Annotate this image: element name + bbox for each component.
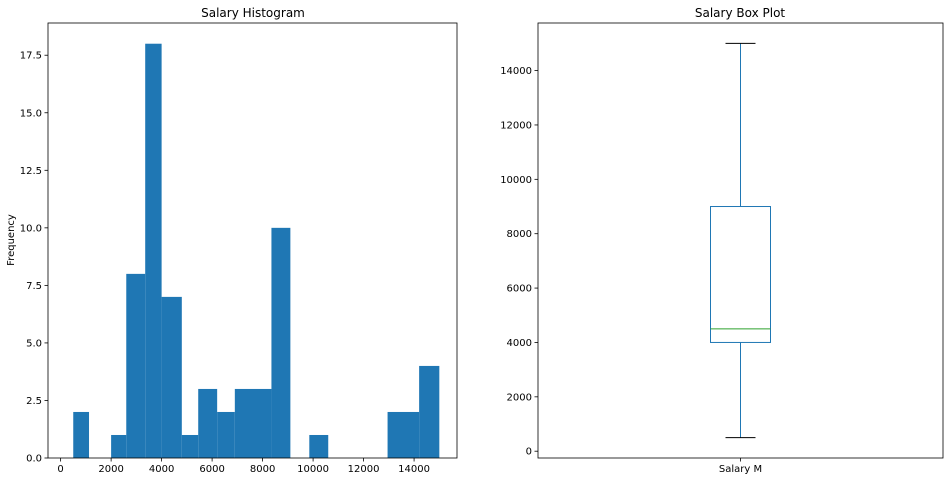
boxplot-y-tick-label: 4000 [507, 338, 532, 349]
histogram-y-tick-label: 0.0 [26, 454, 42, 465]
histogram-bar [271, 227, 291, 458]
histogram-bar [161, 296, 182, 458]
histogram-bar [309, 434, 329, 458]
histogram-x-tick-label: 12000 [348, 464, 380, 475]
histogram-bar [198, 388, 218, 458]
histogram-y-tick-label: 17.5 [20, 51, 42, 62]
histogram-frame [47, 22, 458, 459]
histogram-bar [181, 434, 199, 458]
boxplot-y-tick-label: 12000 [500, 120, 532, 131]
histogram-x-tick-label: 4000 [149, 464, 174, 475]
histogram-title: Salary Histogram [201, 6, 305, 20]
boxplot-y-tick-label: 2000 [507, 392, 532, 403]
boxplot-y-tick-label: 10000 [500, 175, 532, 186]
boxplot-y-tick-label: 0 [526, 447, 532, 458]
boxplot-x-ticks: Salary M [719, 458, 762, 475]
histogram-y-tick-label: 10.0 [20, 223, 42, 234]
histogram-x-tick-label: 2000 [98, 464, 123, 475]
histogram-y-tick-label: 5.0 [26, 338, 42, 349]
histogram-y-tick-label: 7.5 [26, 281, 42, 292]
histogram-y-label: Frequency [6, 214, 17, 266]
boxplot-marks [710, 42, 771, 439]
boxplot-y-tick-label: 14000 [500, 66, 532, 77]
boxplot-y-ticks: 0 2000 4000 6000 8000 10000 12000 14000 [500, 66, 538, 458]
boxplot-x-tick-label: Salary M [719, 464, 762, 475]
histogram-y-tick-label: 2.5 [26, 396, 42, 407]
histogram-x-tick-label: 8000 [250, 464, 275, 475]
boxplot-box [710, 206, 771, 343]
histogram-bar [217, 411, 235, 458]
histogram-x-ticks: 0 2000 4000 6000 8000 10000 12000 14000 [57, 458, 430, 475]
histogram-bar [111, 434, 127, 458]
histogram-y-tick-label: 12.5 [20, 166, 42, 177]
histogram-bar [387, 411, 420, 458]
boxplot-y-tick-label: 6000 [507, 284, 532, 295]
histogram-panel: Salary Histogram 0 2000 4000 6000 8000 10000 1… [6, 6, 458, 475]
histogram-bar [126, 273, 146, 458]
histogram-x-tick-label: 0 [57, 464, 63, 475]
histogram-bar [419, 365, 440, 458]
boxplot-title: Salary Box Plot [695, 6, 786, 20]
boxplot-panel: Salary Box Plot 0 2000 4000 6000 8000 10000 12… [500, 6, 944, 475]
histogram-y-tick-label: 15.0 [20, 108, 42, 119]
histogram-bars [73, 43, 440, 458]
histogram-bar [145, 43, 162, 458]
histogram-bar [73, 411, 90, 458]
histogram-x-tick-label: 14000 [398, 464, 430, 475]
histogram-y-ticks: 0.0 2.5 5.0 7.5 10.0 12.5 15.0 17.5 [20, 51, 48, 465]
histogram-x-tick-label: 6000 [199, 464, 224, 475]
boxplot-y-tick-label: 8000 [507, 229, 532, 240]
histogram-bar [234, 388, 272, 458]
histogram-x-tick-label: 10000 [297, 464, 329, 475]
